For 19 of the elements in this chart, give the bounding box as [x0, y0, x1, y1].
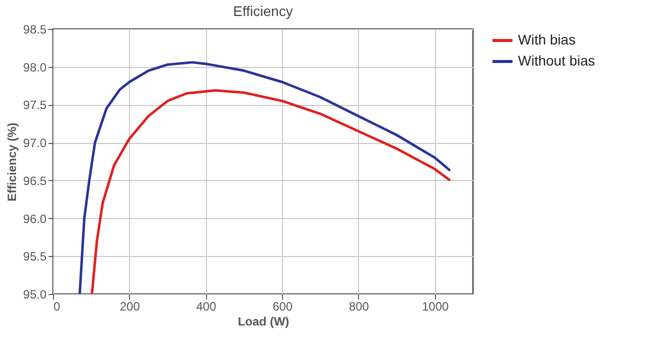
- x-tick-label: 1000: [422, 300, 449, 314]
- x-tick-label: 200: [120, 300, 140, 314]
- x-tick-label: 400: [196, 300, 217, 314]
- y-tick-label: 97.5: [23, 98, 47, 112]
- x-tick-label: 0: [54, 300, 60, 314]
- chart-title: Efficiency: [233, 3, 293, 19]
- y-axis-title: Efficiency (%): [5, 122, 20, 202]
- y-tick-label: 98.0: [23, 60, 47, 74]
- x-tick-label: 600: [272, 300, 293, 314]
- y-tick-label: 96.5: [23, 174, 47, 188]
- legend-label: With bias: [518, 32, 576, 48]
- y-tick-label: 96.0: [23, 212, 47, 226]
- x-tick-label: 800: [348, 300, 370, 314]
- y-tick-label: 95.5: [23, 250, 47, 264]
- x-axis-title: Load (W): [238, 314, 290, 328]
- y-tick-label: 97.0: [23, 136, 47, 150]
- y-tick-label: 98.5: [23, 22, 47, 36]
- y-tick-label: 95.0: [23, 288, 47, 302]
- legend-label: Without bias: [518, 52, 596, 68]
